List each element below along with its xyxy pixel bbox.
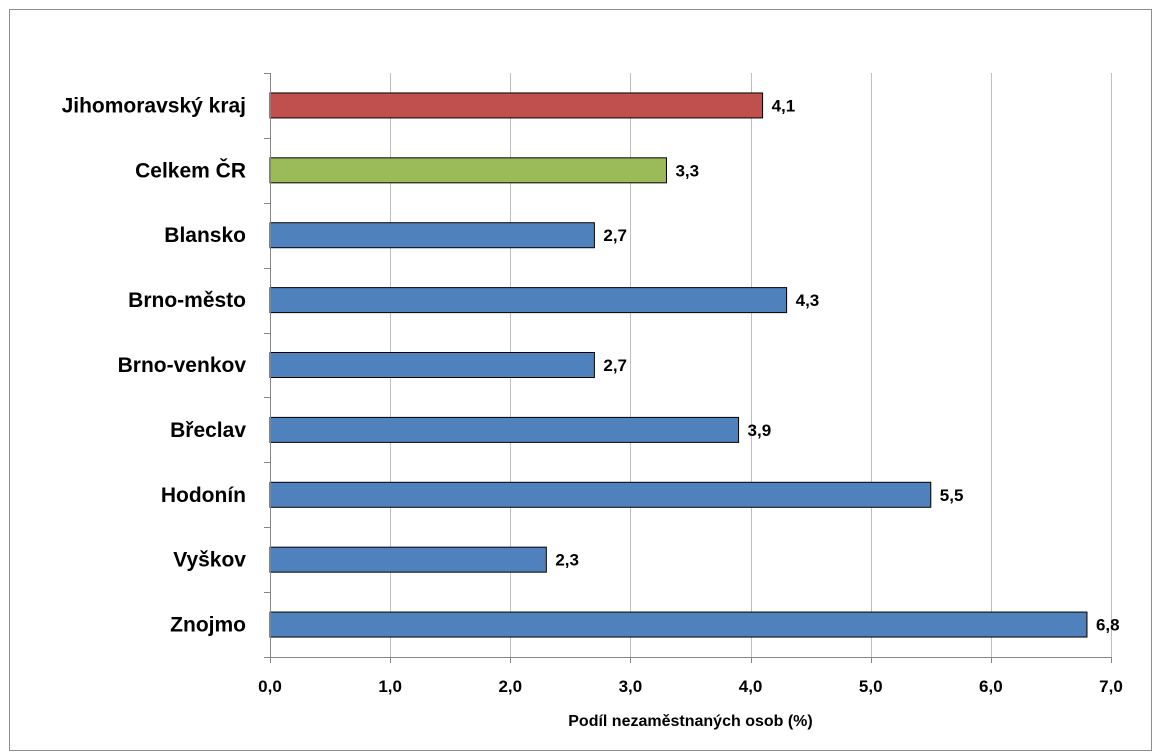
labels: 0,0 1,0 2,0 3,0 4,0 5,0 6,0 7,0 Jihomoravský kra… [62,94,1123,696]
bar-7 [269,546,547,573]
data-label: 4,1 [772,96,796,115]
category-label: Brno-město [128,289,246,312]
x-tick-label: 3,0 [619,677,643,696]
category-label: Vyškov [173,549,246,572]
data-label: 6,8 [1096,616,1120,635]
x-tick-label: 1,0 [378,677,402,696]
x-tick-label: 0,0 [258,677,282,696]
category-label: Hodonín [161,484,246,507]
x-tick-label: 5,0 [859,677,883,696]
bar-2 [269,222,595,249]
bar-0 [269,92,764,119]
category-label: Břeclav [170,419,246,442]
data-label: 2,7 [603,356,627,375]
bar-3 [269,287,788,314]
category-label: Celkem ČR [135,158,246,182]
data-label: 4,3 [796,291,820,310]
bar-1 [269,157,667,184]
data-label: 2,3 [555,551,579,570]
bars [269,92,1088,638]
axes [264,73,1112,663]
bar-6 [269,481,932,508]
data-label: 2,7 [603,226,627,245]
category-label: Brno-venkov [118,354,247,377]
category-label: Znojmo [170,614,246,637]
data-label: 5,5 [940,486,964,505]
bar-5 [269,416,740,443]
data-label: 3,3 [675,161,699,180]
x-tick-label: 7,0 [1099,677,1123,696]
bar-8 [269,611,1088,638]
bar-4 [269,352,595,378]
x-axis-title: Podíl nezaměstnaných osob (%) [568,713,812,730]
x-tick-label: 4,0 [739,677,763,696]
category-label: Blansko [164,224,246,247]
data-label: 3,9 [748,421,772,440]
x-tick-label: 6,0 [979,677,1003,696]
category-label: Jihomoravský kraj [62,94,246,117]
x-tick-label: 2,0 [498,677,522,696]
